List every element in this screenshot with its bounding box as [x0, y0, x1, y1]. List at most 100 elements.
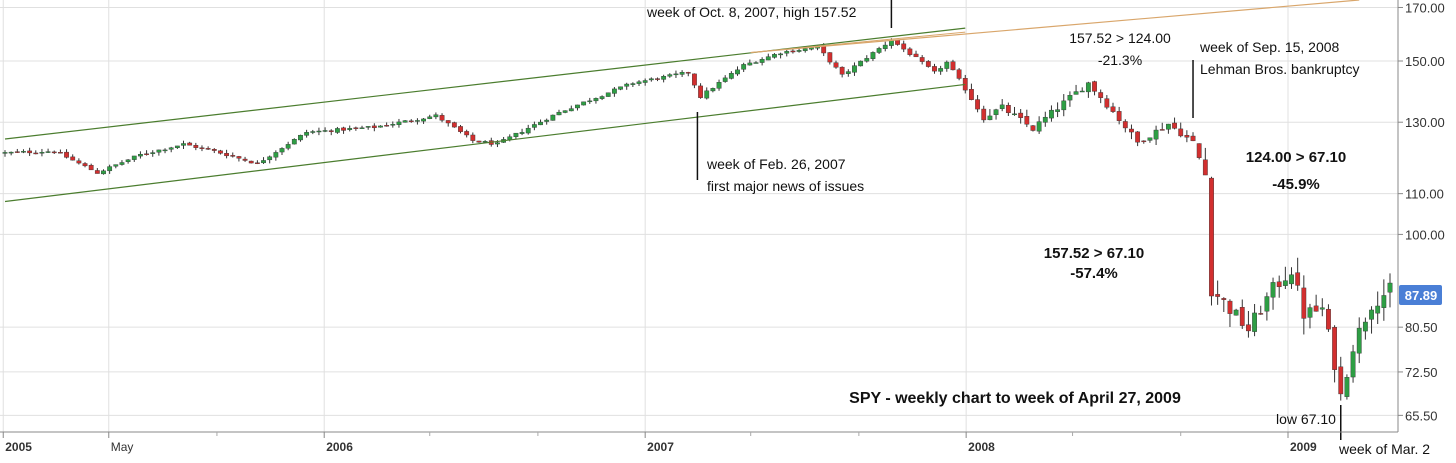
annotation-layer: week of Oct. 8, 2007, high 157.52 week o… [646, 4, 1430, 457]
weekly-candle [254, 160, 260, 165]
weekly-candle [1116, 106, 1122, 125]
candle-body [999, 104, 1005, 109]
weekly-candle [1073, 84, 1079, 95]
weekly-candle [581, 101, 587, 106]
candle-body [1055, 109, 1061, 112]
candle-body [439, 115, 445, 121]
candle-body [310, 131, 316, 133]
candle-body [969, 89, 974, 100]
candle-body [1190, 135, 1196, 142]
candle-body [88, 164, 94, 171]
candle-body [1085, 82, 1091, 93]
weekly-candle [187, 141, 193, 146]
candle-body [1079, 90, 1085, 93]
candle-body [45, 151, 51, 153]
line-layer [4, 0, 1360, 203]
candle-body [427, 116, 433, 119]
candle-body [1098, 92, 1104, 98]
candle-body [476, 140, 482, 143]
weekly-candle [1190, 132, 1196, 142]
candle-body [796, 50, 802, 52]
x-tick-label: 2007 [647, 440, 674, 454]
candle-body [612, 88, 617, 94]
candle-body [630, 83, 636, 85]
candle-body [39, 152, 45, 154]
weekly-candle [685, 71, 691, 77]
candle-body [168, 147, 174, 150]
candle-body [396, 121, 402, 125]
weekly-candle [205, 146, 211, 150]
weekly-candle [353, 126, 359, 131]
weekly-candle [248, 160, 254, 164]
weekly-candle [156, 149, 162, 156]
candle-body [507, 136, 513, 140]
candle-body [254, 162, 260, 164]
weekly-candle [587, 97, 593, 104]
weekly-candle [211, 148, 217, 154]
weekly-candle [144, 150, 149, 156]
candle-body [679, 72, 685, 75]
marker-layer [696, 0, 1342, 440]
weekly-candle [876, 46, 882, 54]
weekly-candle [14, 148, 20, 154]
weekly-candle [378, 125, 383, 128]
candle-body [784, 51, 790, 54]
weekly-candle [882, 41, 888, 52]
weekly-candle [938, 65, 944, 75]
candle-body [1196, 143, 1202, 158]
candle-body [975, 99, 980, 110]
candle-body [1362, 321, 1368, 332]
weekly-candle [310, 129, 316, 135]
weekly-candle [1202, 147, 1208, 176]
weekly-candle [58, 149, 63, 154]
annotation-low: low 67.10 [1276, 411, 1336, 427]
weekly-candle [328, 129, 334, 136]
weekly-candle [1165, 123, 1171, 134]
candle-body [1135, 131, 1141, 143]
annotation-drop3-line1: 157.52 > 67.10 [1044, 245, 1145, 262]
candle-body [538, 121, 543, 126]
candle-body [291, 139, 297, 145]
last-price-box [1399, 285, 1442, 305]
weekly-candle [421, 118, 426, 124]
weekly-candle [1332, 325, 1338, 383]
weekly-candle [919, 55, 925, 65]
weekly-candle [692, 73, 697, 89]
candle-body [759, 59, 765, 63]
candle-body [359, 127, 365, 129]
candle-body [901, 43, 907, 50]
candle-body [802, 48, 808, 52]
weekly-candle [1344, 374, 1350, 400]
weekly-candle [950, 59, 956, 71]
weekly-candle [27, 147, 33, 156]
candle-body [1110, 106, 1116, 112]
x-tick-label: 2006 [326, 440, 353, 454]
candle-body [913, 53, 919, 58]
y-tick-label: 65.50 [1405, 408, 1438, 423]
weekly-candle [1215, 280, 1221, 305]
weekly-candle [1178, 122, 1184, 138]
candle-body [753, 62, 759, 64]
weekly-candle [698, 83, 703, 99]
weekly-candle [673, 70, 679, 78]
weekly-candle [513, 132, 519, 140]
candle-body [335, 128, 340, 133]
weekly-candle [273, 150, 279, 161]
weekly-candle [1356, 317, 1362, 364]
weekly-candle [925, 60, 931, 68]
candle-body [741, 64, 747, 70]
candle-body [876, 48, 882, 53]
weekly-candle [1184, 130, 1190, 143]
weekly-candle [131, 155, 137, 162]
lower-channel-line [4, 83, 966, 203]
weekly-candle [956, 68, 962, 81]
weekly-candle [1239, 299, 1245, 329]
candle-body [2, 152, 8, 154]
candle-body [624, 83, 630, 87]
weekly-candle [402, 120, 408, 123]
candle-body [156, 149, 162, 153]
candle-body [1209, 177, 1214, 297]
upper-extension-line [750, 0, 1360, 54]
candle-body [1067, 95, 1073, 101]
candle-body [562, 110, 568, 113]
